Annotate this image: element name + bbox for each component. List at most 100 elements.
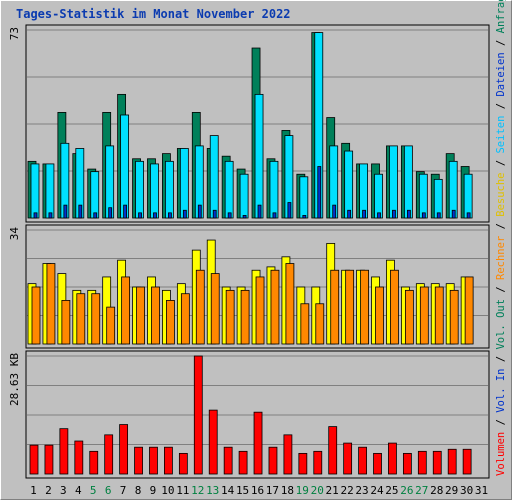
bar-volumen-day-5 bbox=[89, 450, 99, 475]
x-tick-label: 9 bbox=[150, 484, 157, 497]
x-tick-label: 10 bbox=[161, 484, 174, 497]
x-tick-label: 28 bbox=[430, 484, 443, 497]
bar-rechner-day-12 bbox=[195, 269, 205, 345]
bar-rechner-day-4 bbox=[76, 293, 86, 345]
x-tick-label: 17 bbox=[266, 484, 279, 497]
x-tick-label: 11 bbox=[176, 484, 189, 497]
x-tick-label: 30 bbox=[460, 484, 473, 497]
bar-volumen-day-1 bbox=[29, 444, 39, 475]
bar-seiten-day-6 bbox=[108, 207, 113, 219]
bar-volumen-day-16 bbox=[253, 411, 263, 475]
bar-dateien-day-8 bbox=[135, 160, 144, 219]
x-tick-label: 27 bbox=[415, 484, 428, 497]
bar-seiten-day-15 bbox=[242, 215, 247, 219]
bar-rechner-day-20 bbox=[315, 303, 325, 345]
bar-dateien-day-14 bbox=[224, 160, 234, 219]
bar-dateien-day-11 bbox=[179, 148, 189, 219]
bar-seiten-day-16 bbox=[257, 204, 262, 219]
bar-dateien-day-7 bbox=[120, 114, 130, 219]
bar-seiten-day-23 bbox=[362, 209, 366, 219]
bar-rechner-day-7 bbox=[121, 276, 131, 345]
x-tick-label: 23 bbox=[355, 484, 368, 497]
bar-volumen-day-7 bbox=[119, 424, 129, 475]
x-tick-label: 16 bbox=[251, 484, 264, 497]
bar-rechner-day-1 bbox=[31, 286, 41, 345]
x-tick-label: 1 bbox=[30, 484, 37, 497]
bar-seiten-day-8 bbox=[138, 212, 142, 219]
x-tick-label: 19 bbox=[296, 484, 309, 497]
bar-seiten-day-2 bbox=[48, 212, 53, 219]
bar-volumen-day-29 bbox=[447, 448, 457, 475]
bar-volumen-day-13 bbox=[208, 409, 218, 475]
x-tick-label: 6 bbox=[105, 484, 112, 497]
legend-entry: / bbox=[495, 154, 507, 173]
bar-volumen-day-30 bbox=[462, 448, 472, 475]
bar-seiten-day-20 bbox=[317, 166, 322, 219]
bar-dateien-day-25 bbox=[389, 145, 398, 219]
x-tick-label: 25 bbox=[385, 484, 398, 497]
legend-entry: / bbox=[495, 97, 507, 116]
bar-seiten-day-9 bbox=[153, 212, 157, 219]
bar-seiten-day-11 bbox=[182, 209, 187, 219]
bar-volumen-day-23 bbox=[358, 446, 367, 475]
bar-volumen-day-14 bbox=[223, 446, 233, 475]
x-tick-label: 8 bbox=[135, 484, 142, 497]
chart-title: Tages-Statistik im Monat November 2022 bbox=[16, 7, 291, 21]
bar-rechner-day-14 bbox=[225, 289, 235, 345]
bar-seiten-day-3 bbox=[63, 204, 68, 219]
x-tick-label: 7 bbox=[120, 484, 127, 497]
legend-entry: Besuche bbox=[495, 172, 507, 216]
bar-volumen-day-2 bbox=[44, 444, 54, 475]
legend-entry: / bbox=[495, 280, 507, 299]
bar-volumen-day-11 bbox=[178, 452, 188, 475]
panel-3-ymax-label: 28.63 KB bbox=[8, 353, 21, 406]
bar-rechner-day-13 bbox=[210, 273, 220, 345]
bar-volumen-day-24 bbox=[373, 452, 382, 475]
bar-seiten-day-28 bbox=[436, 212, 441, 219]
bar-dateien-day-13 bbox=[209, 135, 219, 219]
legend-entry: / bbox=[495, 413, 507, 432]
bar-rechner-day-22 bbox=[345, 269, 355, 345]
bar-rechner-day-26 bbox=[404, 289, 414, 345]
bar-rechner-day-8 bbox=[136, 286, 145, 345]
bar-seiten-day-1 bbox=[33, 212, 38, 219]
bar-volumen-day-4 bbox=[74, 440, 84, 475]
bar-volumen-day-15 bbox=[238, 450, 248, 475]
bar-dateien-day-26 bbox=[403, 145, 413, 219]
bar-seiten-day-10 bbox=[168, 212, 172, 219]
bar-seiten-day-14 bbox=[227, 212, 232, 219]
bar-volumen-day-6 bbox=[104, 434, 114, 475]
legend-entry: Volumen bbox=[495, 432, 507, 476]
bar-dateien-day-28 bbox=[433, 178, 443, 219]
bar-seiten-day-22 bbox=[347, 209, 352, 219]
bar-rechner-day-19 bbox=[300, 303, 310, 345]
x-tick-label: 29 bbox=[445, 484, 458, 497]
legend-entry: Seiten bbox=[495, 116, 507, 154]
bar-rechner-day-29 bbox=[449, 289, 459, 345]
x-tick-label: 13 bbox=[206, 484, 219, 497]
bar-volumen-day-28 bbox=[432, 450, 442, 475]
bar-rechner-day-30 bbox=[464, 276, 474, 345]
x-tick-label: 5 bbox=[90, 484, 97, 497]
legend-entry: Rechner bbox=[495, 236, 507, 280]
bar-dateien-day-6 bbox=[105, 145, 115, 219]
bar-dateien-day-1 bbox=[30, 163, 40, 219]
bar-volumen-day-12 bbox=[193, 355, 203, 475]
bar-rechner-day-24 bbox=[375, 286, 384, 345]
bar-rechner-day-11 bbox=[180, 293, 190, 345]
bar-rechner-day-15 bbox=[240, 289, 250, 345]
bar-seiten-day-7 bbox=[123, 204, 128, 219]
bar-seiten-day-17 bbox=[272, 212, 277, 219]
bar-dateien-day-30 bbox=[463, 173, 473, 219]
bar-dateien-day-24 bbox=[374, 173, 383, 219]
bar-volumen-day-19 bbox=[298, 452, 308, 475]
x-tick-label: 15 bbox=[236, 484, 249, 497]
bar-rechner-day-5 bbox=[91, 293, 101, 345]
bar-seiten-day-25 bbox=[392, 209, 396, 219]
legend-entry: Anfragen bbox=[495, 0, 507, 33]
x-tick-label: 3 bbox=[60, 484, 67, 497]
x-tick-label: 2 bbox=[45, 484, 52, 497]
x-tick-label: 4 bbox=[75, 484, 82, 497]
right-legend: Volumen / Vol. In / Vol. Out / Rechner /… bbox=[495, 0, 507, 476]
